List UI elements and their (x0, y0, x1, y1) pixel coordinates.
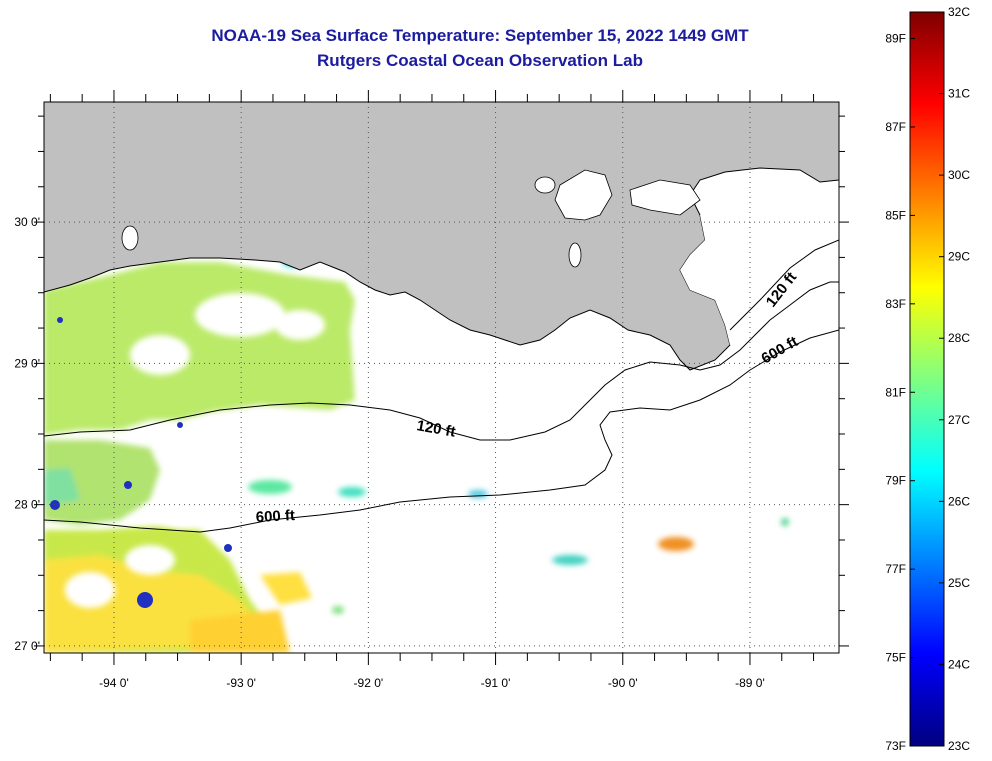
lat-tick-label: 30 0' (14, 215, 40, 229)
map-title: NOAA-19 Sea Surface Temperature: Septemb… (211, 26, 749, 45)
colorbar-f-label: 89F (885, 32, 906, 46)
longitude-labels: -94 0' -93 0' -92 0' -91 0' -90 0' -89 0' (99, 676, 765, 690)
map-subtitle: Rutgers Coastal Ocean Observation Lab (317, 51, 643, 70)
contour-120ft-west (44, 281, 839, 441)
land-mass (44, 102, 839, 371)
latitude-labels: 27 0' 28 0' 29 0' 30 0' (14, 215, 40, 653)
lat-tick-label: 28 0' (14, 498, 40, 512)
lon-tick-label: -92 0' (354, 676, 384, 690)
contour-600ft (44, 329, 839, 533)
colorbar-c-label: 27C (948, 413, 970, 427)
contour-label-600ft-center: 600 ft (255, 507, 295, 526)
contour-120ft-east (729, 239, 839, 331)
lat-lon-grid (44, 102, 839, 653)
colorbar-f-label: 83F (885, 297, 906, 311)
colorbar-f-label: 81F (885, 385, 906, 399)
delta-water (680, 210, 839, 345)
colorbar-c-label: 24C (948, 657, 970, 671)
lon-tick-label: -93 0' (226, 676, 256, 690)
lat-tick-label: 29 0' (14, 356, 40, 370)
colorbar-f-label: 73F (885, 739, 906, 753)
colorbar-f-labels: 89F 87F 85F 83F 81F 79F 77F 75F 73F (885, 32, 906, 753)
cloud-gaps (65, 293, 325, 608)
colorbar-ticks (910, 11, 944, 747)
lon-tick-label: -89 0' (735, 676, 765, 690)
colorbar-f-label: 79F (885, 474, 906, 488)
lat-tick-label: 27 0' (14, 639, 40, 653)
colorbar-c-label: 30C (948, 168, 970, 182)
colorbar-c-label: 29C (948, 250, 970, 264)
colorbar-c-label: 23C (948, 739, 970, 753)
colorbar-f-label: 87F (885, 120, 906, 134)
colorbar-f-label: 85F (885, 208, 906, 222)
colorbar (909, 11, 945, 747)
colorbar-c-label: 28C (948, 331, 970, 345)
colorbar-f-label: 77F (885, 562, 906, 576)
inland-water (121, 169, 701, 268)
colorbar-c-label: 26C (948, 494, 970, 508)
colorbar-c-label: 31C (948, 87, 970, 101)
colorbar-f-label: 75F (885, 651, 906, 665)
colorbar-c-label: 25C (948, 576, 970, 590)
lon-tick-label: -91 0' (481, 676, 511, 690)
contour-label-120ft-center: 120 ft (415, 417, 457, 441)
axis-ticks (34, 90, 849, 665)
lon-tick-label: -94 0' (99, 676, 129, 690)
map-frame (43, 101, 840, 654)
colorbar-c-labels: 32C 31C 30C 29C 28C 27C 26C 25C 24C 23C (948, 5, 970, 753)
lon-tick-label: -90 0' (608, 676, 638, 690)
colorbar-c-label: 32C (948, 5, 970, 19)
